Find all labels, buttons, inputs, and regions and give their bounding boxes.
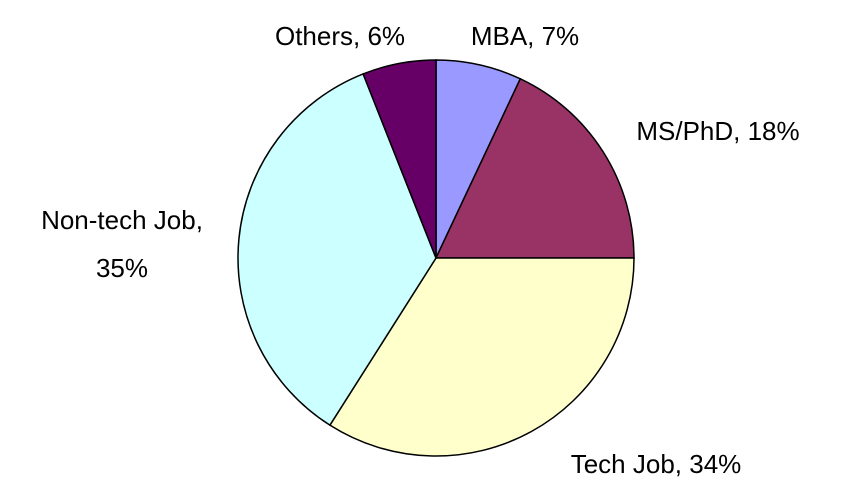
slice-label: Non-tech Job, [41,205,203,235]
pie-slice [237,72,437,427]
slice-label: Others, 6% [275,21,405,51]
pie-slice [434,77,635,259]
slice-label: 35% [96,253,148,283]
slice-label: Tech Job, 34% [571,449,742,479]
slice-label: MS/PhD, 18% [636,116,799,146]
pie-slice [328,257,635,457]
pie-slice [362,59,437,259]
slice-label: MBA, 7% [471,21,579,51]
